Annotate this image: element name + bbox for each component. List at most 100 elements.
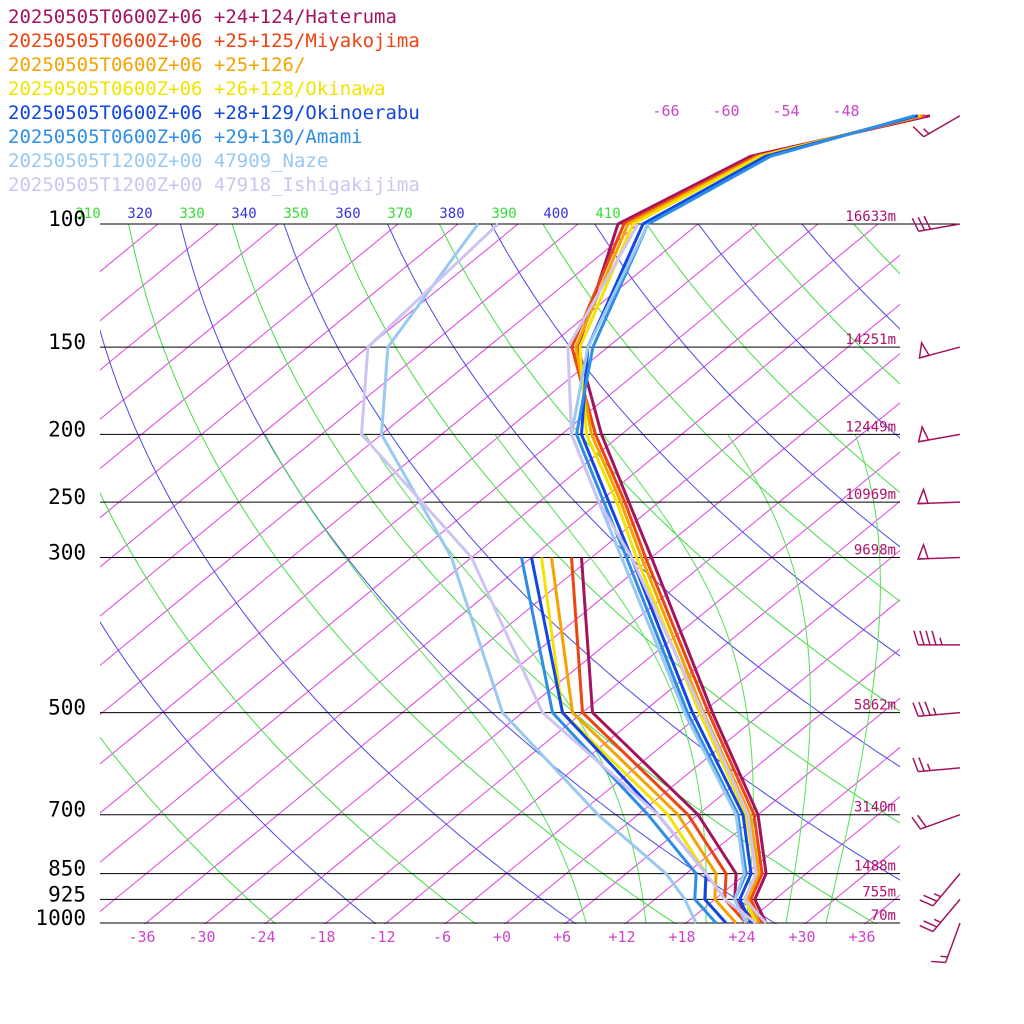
sounding-traces: [360, 114, 931, 925]
temperature-tick-label: -18: [308, 928, 335, 946]
wind-barb-feather: [911, 217, 920, 232]
dry-adiabat-line: [128, 224, 677, 924]
wind-barb-feather: [917, 814, 927, 828]
temperature-tick-label: +18: [668, 928, 695, 946]
wind-barb-staff: [918, 711, 961, 717]
isotherm-top-labels: -66 -60 -54 -48: [652, 102, 859, 120]
wind-barb-feather: [925, 630, 931, 646]
wind-barb-staff: [932, 898, 961, 932]
pressure-label: 500: [48, 696, 86, 720]
wind-barb-feather: [919, 924, 934, 933]
theta-label: 340: [231, 206, 256, 222]
dry-adiabat-line: [542, 224, 900, 602]
dry-adiabat-line: [594, 224, 900, 548]
legend-entry: 20250505T1200Z+00 47909_Naze: [8, 150, 328, 172]
pressure-label: 100: [48, 207, 86, 231]
wind-barb: [931, 922, 961, 964]
dry-adiabat-line: [179, 224, 778, 924]
pressure-label: 1000: [35, 906, 86, 930]
temperature-tick-label: -30: [188, 928, 215, 946]
wind-barb: [911, 814, 961, 830]
height-label: 12449m: [845, 419, 896, 435]
moist-adiabat-line: [727, 434, 811, 924]
temperature-trace: [580, 114, 919, 924]
dewpoint-trace: [580, 557, 758, 925]
isotherm-line: [100, 224, 819, 814]
isotherm-line: [100, 224, 459, 519]
isotherm-line: [100, 224, 879, 863]
isotherm-line: [100, 224, 579, 617]
temperature-trace: [576, 114, 931, 924]
wind-barb: [916, 487, 961, 505]
isotherm-line: [203, 352, 900, 924]
height-label: 10969m: [845, 487, 896, 503]
dry-adiabat-line: [785, 69, 1024, 938]
theta-label: 350: [283, 206, 308, 222]
dry-adiabat-line: [231, 224, 878, 924]
isotherm-line: [383, 500, 900, 924]
isotherm-grid: [100, 69, 1024, 938]
legend: 20250505T0600Z+06 +24+124/Hateruma202505…: [8, 6, 420, 196]
wind-barb: [912, 757, 961, 773]
wind-barb-flag: [917, 424, 930, 443]
temperature-tick-labels: -36 -30 -24 -18 -12 -6 +0 +6 +12 +18 +24 +30 +36: [128, 928, 875, 946]
temperature-tick-label: -36: [128, 928, 155, 946]
wind-barbs: [911, 115, 961, 964]
wind-barb-feather: [917, 216, 926, 231]
dry-adiabat-line: [100, 329, 577, 924]
wind-barb-feather: [912, 126, 925, 138]
temperature-tick-label: +12: [608, 928, 635, 946]
wind-barb-feather: [912, 757, 919, 772]
isotherm-line: [100, 224, 699, 716]
theta-label: 330: [179, 206, 204, 222]
legend-entry: 20250505T0600Z+06 +28+129/Okinoerabu: [8, 102, 420, 124]
isotherm-top-label: -48: [832, 102, 859, 120]
wind-barb: [918, 340, 961, 359]
theta-label: 310: [75, 206, 100, 222]
isotherm-line: [143, 303, 900, 924]
theta-label: 410: [595, 206, 620, 222]
wind-barb-half: [933, 918, 942, 923]
dewpoint-trace: [360, 222, 757, 925]
dry-adiabat-line: [283, 224, 900, 881]
pressure-label: 150: [48, 330, 86, 354]
wind-barb-feather: [923, 920, 938, 928]
wind-barb-half: [923, 128, 930, 135]
dewpoint-trace: [550, 557, 738, 925]
wind-barb-feather: [923, 894, 938, 902]
wind-barb-half: [926, 763, 931, 771]
theta-label: 370: [387, 206, 412, 222]
isotherm-line: [100, 254, 900, 913]
temperature-tick-label: -24: [248, 928, 275, 946]
isotherm-line: [968, 69, 1024, 938]
temperature-trace: [570, 114, 926, 924]
isotherm-line: [100, 224, 399, 470]
wind-barb-staff: [918, 223, 961, 233]
temperature-tick-label: +24: [728, 928, 755, 946]
temperature-trace: [570, 223, 748, 924]
wind-barb: [919, 898, 961, 933]
dewpoint-trace: [380, 223, 698, 924]
isotherm-line: [443, 549, 900, 924]
dry-adiabat-line: [386, 224, 900, 768]
wind-barb-flag: [918, 340, 931, 359]
height-label: 5862m: [854, 698, 896, 714]
temperature-tick-label: +36: [848, 928, 875, 946]
height-label: 1488m: [854, 859, 896, 875]
temperature-tick-label: -6: [433, 928, 451, 946]
theta-label: 360: [335, 206, 360, 222]
wind-barb-feather: [924, 701, 931, 716]
temperature-trace: [566, 223, 768, 925]
wind-barb-feather: [919, 899, 934, 907]
height-label: 70m: [871, 908, 896, 924]
wind-barb-half: [933, 892, 942, 898]
wind-barb-feather: [918, 757, 925, 772]
moist-adiabat-line: [264, 434, 587, 924]
dry-adiabat-line: [100, 621, 377, 924]
pressure-label: 300: [48, 541, 86, 565]
isotherm-line: [100, 224, 519, 568]
wind-barb-staff: [920, 814, 961, 830]
dry-adiabat-line: [100, 491, 477, 924]
